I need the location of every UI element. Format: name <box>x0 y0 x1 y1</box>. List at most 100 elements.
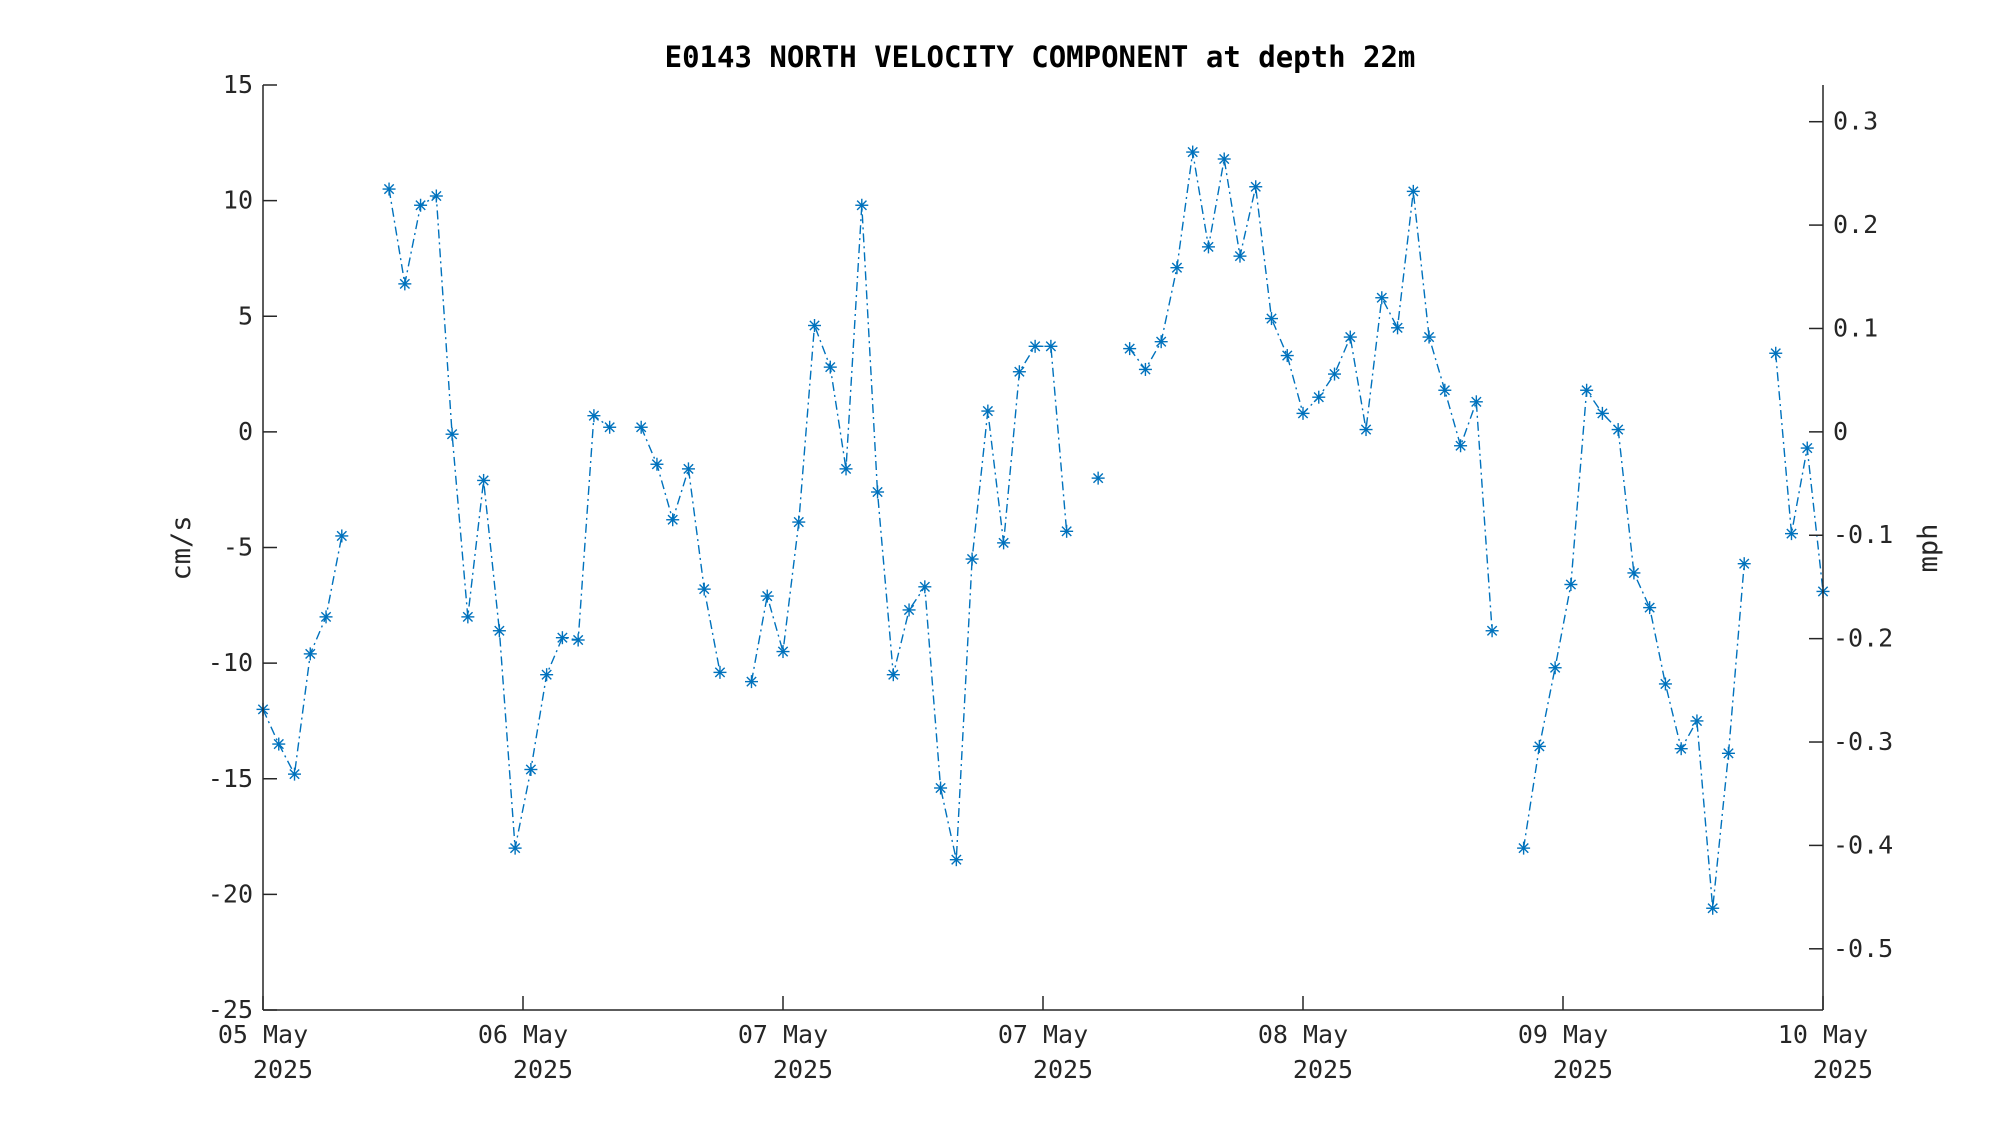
data-point <box>776 645 790 659</box>
series-line <box>262 535 343 777</box>
x-tick-label-year: 2025 <box>253 1055 313 1084</box>
data-point <box>713 665 727 679</box>
y-tick-label: -15 <box>208 764 253 793</box>
data-point <box>1328 367 1342 381</box>
data-point <box>1737 557 1751 571</box>
data-point <box>1280 349 1294 363</box>
data-point <box>1249 180 1263 194</box>
x-tick-label-year: 2025 <box>773 1055 833 1084</box>
data-point <box>303 647 317 661</box>
data-point <box>1438 383 1452 397</box>
data-point <box>1044 339 1058 353</box>
data-point <box>1580 383 1594 397</box>
data-point <box>603 420 617 434</box>
y-tick-label: 10 <box>223 186 253 215</box>
x-tick-label-year: 2025 <box>1293 1055 1353 1084</box>
data-point <box>792 515 806 529</box>
series-layer <box>256 145 1830 915</box>
x-tick-label-day: 05 May <box>218 1020 308 1049</box>
x-tick-label-day: 07 May <box>738 1020 828 1049</box>
y-right-tick-label: -0.1 <box>1833 520 1893 549</box>
data-point <box>760 589 774 603</box>
data-point <box>429 189 443 203</box>
y-tick-label: -10 <box>208 648 253 677</box>
x-tick-label-day: 09 May <box>1518 1020 1608 1049</box>
data-point <box>1706 901 1720 915</box>
y-tick-label: 0 <box>238 417 253 446</box>
data-point <box>1312 390 1326 404</box>
data-point <box>1170 261 1184 275</box>
data-point <box>1233 249 1247 263</box>
x-tick-label-day: 06 May <box>478 1020 568 1049</box>
y-tick-label: 5 <box>238 301 253 330</box>
series-line <box>750 205 1068 860</box>
data-point <box>319 610 333 624</box>
x-tick-label-day: 10 May <box>1778 1020 1868 1049</box>
data-point <box>1012 365 1026 379</box>
data-point <box>587 409 601 423</box>
data-point <box>1564 578 1578 591</box>
data-point <box>666 513 680 527</box>
data-point <box>934 781 948 795</box>
x-tick-label-year: 2025 <box>1813 1055 1873 1084</box>
x-tick-label-year: 2025 <box>1553 1055 1613 1084</box>
y-tick-label: -20 <box>208 879 253 908</box>
data-point <box>1217 152 1231 166</box>
data-point <box>744 675 758 689</box>
data-point <box>1469 395 1483 409</box>
data-point <box>540 668 554 682</box>
data-point <box>555 631 569 645</box>
y-tick-label: -5 <box>223 533 253 562</box>
y-right-tick-label: 0.1 <box>1833 313 1878 342</box>
data-point <box>1154 335 1168 349</box>
data-point <box>1028 339 1042 353</box>
series-line <box>640 427 721 673</box>
series-line <box>1775 353 1824 592</box>
y-axis-label-right: mph <box>1913 524 1944 573</box>
data-point <box>808 319 822 332</box>
y-axis-label-left: cm/s <box>166 515 197 580</box>
x-tick-label-year: 2025 <box>513 1055 573 1084</box>
data-point <box>1721 746 1735 760</box>
x-tick-label-day: 07 May <box>998 1020 1088 1049</box>
data-point <box>477 473 491 487</box>
data-point <box>697 582 711 596</box>
data-point <box>1548 661 1562 675</box>
data-point <box>918 580 932 594</box>
data-point <box>1343 330 1357 344</box>
ticks-layer: 15 10 5 0 -5 -10 -15 -20 -25 0.3 0.2 0.1 0 -0.1 -0.2 -0… <box>208 70 1893 1084</box>
data-point <box>1643 601 1657 615</box>
data-point <box>1595 406 1609 420</box>
data-point <box>1123 342 1137 356</box>
data-point <box>1658 677 1672 691</box>
data-point <box>886 668 900 682</box>
data-point <box>335 529 349 543</box>
data-point <box>1800 441 1814 455</box>
data-point <box>445 427 459 441</box>
data-point <box>681 462 695 476</box>
data-point <box>1296 406 1310 420</box>
data-point <box>1769 346 1783 360</box>
data-point <box>1517 841 1531 855</box>
y-right-tick-label: -0.3 <box>1833 727 1893 756</box>
x-tick-label-year: 2025 <box>1033 1055 1093 1084</box>
data-point <box>1138 362 1152 376</box>
data-point <box>1454 439 1468 453</box>
data-point <box>398 277 412 291</box>
series-line <box>1129 151 1493 631</box>
data-point <box>902 603 916 617</box>
data-point <box>1186 145 1200 159</box>
data-point <box>949 853 963 867</box>
data-point <box>823 360 837 374</box>
data-point <box>382 182 396 196</box>
data-point <box>492 624 506 638</box>
data-point <box>855 198 869 212</box>
data-point <box>634 420 648 434</box>
data-point <box>414 198 428 212</box>
data-point <box>508 841 522 855</box>
data-point <box>1359 423 1373 437</box>
data-point <box>571 633 585 647</box>
data-point <box>1532 739 1546 753</box>
data-point <box>1627 566 1641 580</box>
